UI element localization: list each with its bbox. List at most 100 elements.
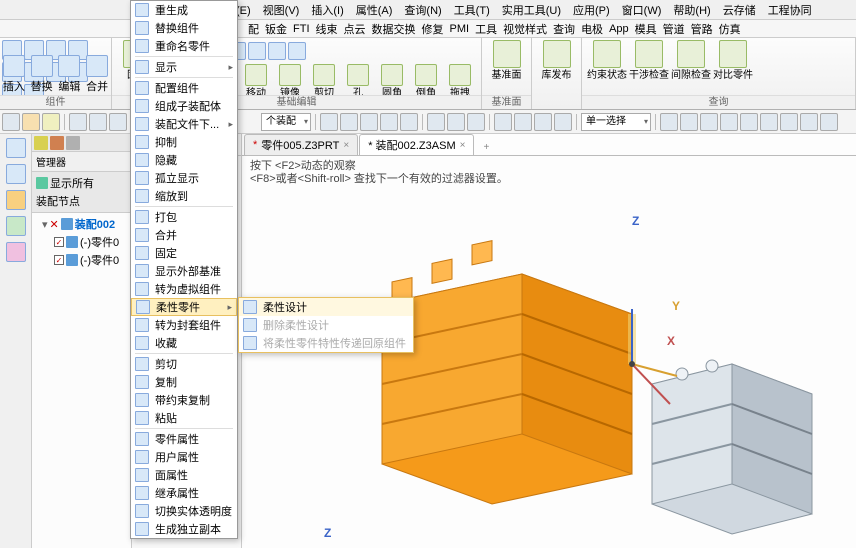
select-mode-combo[interactable]: 单一选择 [581, 113, 651, 131]
tb-icon[interactable] [400, 113, 418, 131]
ctx-item[interactable]: 收藏 [131, 334, 237, 352]
rt-4[interactable]: 点云 [344, 21, 366, 37]
tb-icon[interactable] [467, 113, 485, 131]
add-tab[interactable]: + [475, 140, 497, 155]
tb-icon[interactable] [109, 113, 127, 131]
nav-icon[interactable] [6, 164, 26, 184]
tree-assembly[interactable]: ▾✕装配002 [34, 215, 129, 233]
ctx-item[interactable]: 复制 [131, 373, 237, 391]
nav-icon[interactable] [6, 242, 26, 262]
tb-icon[interactable] [427, 113, 445, 131]
datum-btn[interactable]: 基准面 [487, 40, 526, 81]
ctx-item[interactable]: 孤立显示 [131, 169, 237, 187]
tb-icon[interactable] [2, 113, 20, 131]
ctx-item[interactable]: 显示▸ [131, 58, 237, 76]
mgr-tab-icon[interactable] [66, 136, 80, 150]
tree-part[interactable]: ✓(-)零件0 [34, 233, 129, 251]
mgr-tab-icon[interactable] [34, 136, 48, 150]
merge-btn[interactable]: 合并 [84, 55, 110, 94]
fillet-btn[interactable]: 圆角 [377, 64, 407, 99]
mnu-6[interactable]: 实用工具(U) [498, 1, 565, 19]
ctx-item[interactable]: 转为虚拟组件 [131, 280, 237, 298]
tb-icon[interactable] [380, 113, 398, 131]
chamfer-btn[interactable]: 倒角 [411, 64, 441, 99]
tb-icon[interactable] [740, 113, 758, 131]
tb-icon[interactable] [720, 113, 738, 131]
mnu-1[interactable]: 视图(V) [259, 1, 304, 19]
mnu-5[interactable]: 工具(T) [450, 1, 494, 19]
tb-icon[interactable] [69, 113, 87, 131]
ctx-item[interactable]: 打包 [131, 208, 237, 226]
tb-icon[interactable] [660, 113, 678, 131]
tb-icon[interactable] [42, 113, 60, 131]
rt-16[interactable]: 仿真 [719, 21, 741, 37]
mgr-tab-icon[interactable] [50, 136, 64, 150]
ctx-item[interactable]: 带约束复制 [131, 391, 237, 409]
ctx-item[interactable]: 剪切 [131, 355, 237, 373]
constraint-state-btn[interactable]: 约束状态 [587, 40, 627, 81]
tool-icon[interactable] [288, 42, 306, 60]
show-all[interactable]: 显示所有 [50, 175, 94, 191]
mnu-4[interactable]: 查询(N) [400, 1, 445, 19]
ctx-item[interactable]: 配置组件 [131, 79, 237, 97]
lib-btn[interactable]: 库发布 [537, 40, 576, 81]
replace-btn[interactable]: 替换 [29, 55, 55, 94]
mnu-7[interactable]: 应用(P) [569, 1, 614, 19]
hole-btn[interactable]: 孔 [343, 64, 373, 99]
mnu-10[interactable]: 云存储 [719, 1, 760, 19]
ctx-item[interactable]: 切换实体透明度 [131, 502, 237, 520]
rt-0[interactable]: 配 [248, 21, 259, 37]
tb-icon[interactable] [534, 113, 552, 131]
ctx-item[interactable]: 重命名零件 [131, 37, 237, 55]
interference-btn[interactable]: 干涉检查 [629, 40, 669, 81]
tb-icon[interactable] [360, 113, 378, 131]
nav-icon[interactable] [6, 138, 26, 158]
tb-icon[interactable] [514, 113, 532, 131]
doc-tab[interactable]: * 装配002.Z3ASM× [359, 134, 474, 155]
rt-1[interactable]: 钣金 [265, 21, 287, 37]
tb-icon[interactable] [447, 113, 465, 131]
ctx-item[interactable]: 缩放到 [131, 187, 237, 205]
rt-9[interactable]: 视觉样式 [503, 21, 547, 37]
tb-icon[interactable] [554, 113, 572, 131]
rt-5[interactable]: 数据交换 [372, 21, 416, 37]
rt-12[interactable]: App [609, 23, 629, 35]
ctx-item[interactable]: 继承属性 [131, 484, 237, 502]
ctx-item[interactable]: 转为封套组件 [131, 316, 237, 334]
ctx-item[interactable]: 生成独立副本 [131, 520, 237, 538]
rt-2[interactable]: FTI [293, 23, 310, 35]
tb-icon[interactable] [340, 113, 358, 131]
insert-btn[interactable]: 插入 [1, 55, 27, 94]
close-icon[interactable]: × [343, 140, 349, 151]
rt-10[interactable]: 查询 [553, 21, 575, 37]
move-btn[interactable]: 移动 [241, 64, 271, 99]
ctx-item[interactable]: 替换组件 [131, 19, 237, 37]
tb-icon[interactable] [494, 113, 512, 131]
mnu-9[interactable]: 帮助(H) [669, 1, 714, 19]
mnu-2[interactable]: 插入(I) [307, 1, 347, 19]
tree-part[interactable]: ✓(-)零件0 [34, 251, 129, 269]
ctx-item[interactable]: 面属性 [131, 466, 237, 484]
edit-btn[interactable]: 编辑 [56, 55, 82, 94]
rt-7[interactable]: PMI [450, 23, 470, 35]
tb-icon[interactable] [700, 113, 718, 131]
ctx-item[interactable]: 装配文件下...▸ [131, 115, 237, 133]
mnu-3[interactable]: 属性(A) [352, 1, 397, 19]
ctx-sub-item[interactable]: 柔性设计 [239, 298, 413, 316]
assembly-combo[interactable]: 个装配 [261, 113, 311, 131]
rt-13[interactable]: 模具 [635, 21, 657, 37]
tb-icon[interactable] [800, 113, 818, 131]
mirror-btn[interactable]: 镜像 [275, 64, 305, 99]
rt-14[interactable]: 管道 [663, 21, 685, 37]
rt-3[interactable]: 线束 [316, 21, 338, 37]
tb-icon[interactable] [680, 113, 698, 131]
tool-icon[interactable] [248, 42, 266, 60]
compare-btn[interactable]: 对比零件 [713, 40, 753, 81]
tb-icon[interactable] [760, 113, 778, 131]
tool-icon[interactable] [268, 42, 286, 60]
tb-icon[interactable] [320, 113, 338, 131]
ctx-item[interactable]: 柔性零件▸ [131, 298, 237, 316]
tb-icon[interactable] [820, 113, 838, 131]
nav-icon[interactable] [6, 190, 26, 210]
tb-icon[interactable] [89, 113, 107, 131]
